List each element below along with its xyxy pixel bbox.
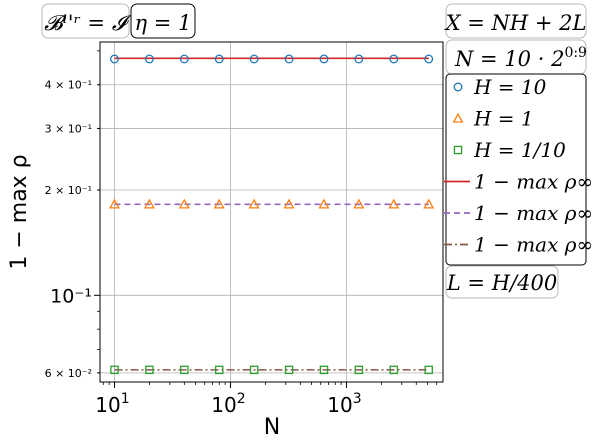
data-point-circle <box>319 54 329 64</box>
y-tick-label: 3 × 10⁻¹ <box>45 122 92 135</box>
legend-box <box>445 73 587 266</box>
x-tick-label: 102 <box>211 391 245 417</box>
annotation-operator: 𝓑ˡ'ʳ = 𝓘 <box>44 11 133 35</box>
data-point-triangle <box>213 198 225 209</box>
data-point-triangle <box>388 198 400 209</box>
data-point-circle <box>424 54 434 64</box>
legend-label: H = 1 <box>473 107 534 131</box>
x-tick-label-exp: 2 <box>237 391 246 407</box>
data-point-triangle <box>143 198 155 209</box>
legend-label: 1 − max ρ∞ <box>474 201 593 225</box>
legend-marker-triangle <box>452 112 464 123</box>
annotation-n-exp: 0:9 <box>564 45 587 61</box>
data-point-circle <box>179 54 189 64</box>
data-point-circle <box>110 54 119 64</box>
data-point-triangle <box>248 198 260 209</box>
legend-label: 1 − max ρ∞ <box>474 233 593 257</box>
data-point-triangle <box>353 198 365 209</box>
data-point-circle <box>144 54 154 64</box>
series-markers <box>108 54 435 375</box>
grid-lines <box>100 42 443 382</box>
data-point-circle <box>389 54 399 64</box>
data-point-triangle <box>423 198 435 209</box>
annotation-box-l <box>445 265 559 299</box>
annotation-eta: η = 1 <box>135 11 192 35</box>
data-point-triangle <box>108 198 120 209</box>
y-tick-label: 10⁻¹ <box>50 285 92 307</box>
legend-marker-circle <box>453 82 463 92</box>
x-tick-label-base: 10 <box>327 393 352 417</box>
annotation-box-x <box>445 3 587 39</box>
data-point-square <box>145 365 154 375</box>
legend-label: H = 1/10 <box>473 138 566 162</box>
x-tick-label-base: 10 <box>95 393 120 417</box>
data-point-square <box>284 365 294 375</box>
x-tick-label: 101 <box>95 391 129 417</box>
data-point-square <box>319 365 329 375</box>
legend-label: 1 − max ρ∞ <box>474 170 593 194</box>
data-point-square <box>354 365 364 375</box>
data-point-triangle <box>178 198 190 209</box>
legend-label: H = 10 <box>473 75 547 99</box>
y-axis-label: 1 − max ρ <box>7 154 32 269</box>
data-point-circle <box>249 54 259 64</box>
data-point-circle <box>214 54 224 64</box>
data-point-triangle <box>318 198 330 209</box>
y-tick-label: 4 × 10⁻¹ <box>45 79 92 92</box>
data-point-triangle <box>283 198 295 209</box>
data-point-square <box>424 365 433 375</box>
annotation-x: X = NH + 2L <box>444 11 587 35</box>
annotation-box-operator <box>41 3 130 39</box>
y-tick-label: 6 × 10⁻² <box>45 367 92 380</box>
plot-frame <box>99 41 444 383</box>
x-tick-label: 103 <box>327 391 361 417</box>
x-tick-label-exp: 3 <box>353 391 362 407</box>
y-tick-label: 2 × 10⁻¹ <box>45 184 92 197</box>
x-axis-label: N <box>264 415 280 440</box>
data-point-square <box>389 365 399 375</box>
data-point-circle <box>354 54 364 64</box>
data-point-circle <box>284 54 294 64</box>
annotation-n: N = 10 · 20:9 <box>454 45 587 71</box>
x-tick-label-base: 10 <box>211 393 236 417</box>
series-lines <box>114 57 429 371</box>
legend: H = 10 H = 1 H = 1/10 1 − max ρ∞ 1 − max ρ∞ 1… <box>444 73 593 266</box>
x-tick-label-exp: 1 <box>121 391 130 407</box>
data-point-square <box>110 365 119 375</box>
annotation-box-eta <box>130 3 196 39</box>
legend-marker-square <box>453 145 463 155</box>
annotation-n-main: N = 10 · 2 <box>454 47 564 71</box>
data-point-square <box>214 365 224 375</box>
data-point-square <box>249 365 259 375</box>
annotation-l: L = H/400 <box>446 271 557 295</box>
data-point-square <box>180 365 189 375</box>
